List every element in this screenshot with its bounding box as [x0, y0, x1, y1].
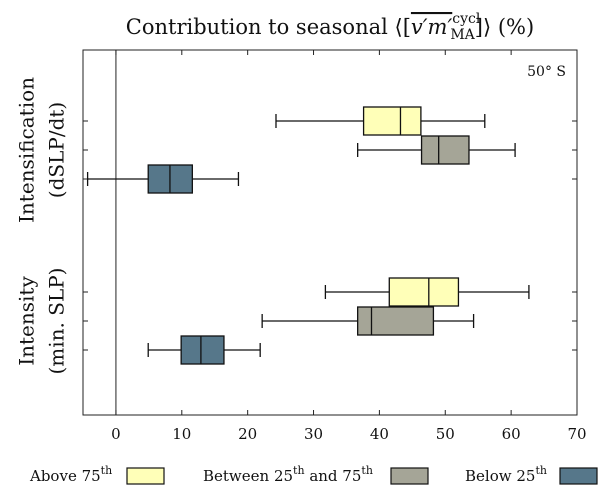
x-tick-label: 20	[238, 425, 257, 443]
title-unit: (%)	[498, 15, 534, 39]
box	[357, 135, 516, 165]
legend-sup: th	[293, 464, 305, 477]
legend-label: Above 75th	[29, 464, 112, 485]
legend-swatch	[126, 467, 165, 485]
title-sub: MA	[450, 27, 475, 43]
legend-sup: th	[535, 464, 547, 477]
legend-sup: th	[361, 464, 373, 477]
box	[261, 306, 475, 336]
title-sup: cycl	[452, 11, 481, 27]
legend-label: Below 25th	[465, 464, 547, 485]
box	[275, 106, 486, 136]
box-body	[420, 135, 470, 165]
x-tick-label: 60	[502, 425, 521, 443]
box	[147, 335, 261, 365]
annotation: 50° S	[527, 64, 566, 80]
x-tick-label: 10	[172, 425, 191, 443]
box-body	[357, 306, 435, 336]
x-tick-label: 50	[436, 425, 455, 443]
legend-text: and 75	[305, 467, 362, 485]
y-category-label: Intensity	[15, 276, 39, 366]
box-body	[180, 335, 225, 365]
x-tick-label: 70	[567, 425, 586, 443]
legend-sup: th	[101, 464, 113, 477]
box-body	[362, 106, 422, 136]
legend-text: Below 25	[465, 467, 535, 485]
y-category-label: (dSLP/dt)	[45, 102, 69, 198]
x-tick-label: 40	[370, 425, 389, 443]
box	[86, 164, 240, 194]
y-category-label: Intensification	[15, 77, 39, 223]
y-category-label: (min. SLP)	[45, 267, 69, 374]
title-math: v′m′	[411, 15, 453, 39]
legend-swatch	[559, 467, 598, 485]
title-open: ⟨[	[395, 15, 411, 39]
x-tick-label: 0	[111, 425, 121, 443]
box-body	[388, 277, 460, 307]
x-tick-label: 30	[304, 425, 323, 443]
legend-swatch	[390, 467, 429, 485]
legend-text: Above 75	[29, 467, 101, 485]
title-close: ]⟩	[475, 15, 491, 39]
box	[324, 277, 530, 307]
title-text: Contribution to seasonal	[126, 15, 388, 39]
legend-label: Between 25th and 75th	[203, 464, 373, 485]
chart-title: Contribution to seasonal ⟨[v′m′cycl MA]⟩ …	[126, 11, 534, 43]
plot-frame	[82, 49, 578, 416]
legend-text: Between 25	[203, 467, 293, 485]
